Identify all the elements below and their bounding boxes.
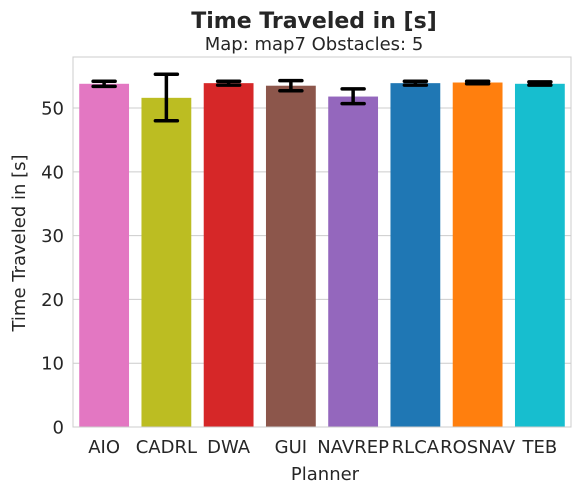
y-tick-label: 0: [53, 418, 64, 439]
x-tick-label: CADRL: [136, 437, 197, 458]
bar: [79, 83, 130, 428]
x-tick-label: AIO: [88, 437, 120, 458]
bar: [265, 85, 316, 427]
bar: [203, 83, 254, 427]
x-tick-label: GUI: [275, 437, 307, 458]
x-tick-label: DWA: [207, 437, 251, 458]
y-ticks: 0 10 20 30 40 50: [41, 99, 64, 439]
y-tick-label: 20: [41, 290, 64, 311]
bar: [328, 96, 379, 427]
x-tick-label: RLCA: [392, 437, 440, 458]
y-tick-label: 40: [41, 162, 64, 183]
chart-title: Time Traveled in [s]: [191, 9, 437, 34]
bar: [141, 97, 192, 428]
error-bars: [91, 72, 553, 123]
x-tick-label: NAVREP: [317, 437, 389, 458]
bar: [452, 82, 503, 427]
x-tick-label: ROSNAV: [440, 437, 516, 458]
x-axis-label: Planner: [291, 464, 360, 485]
bar: [390, 83, 441, 427]
y-tick-label: 10: [41, 354, 64, 375]
x-tick-label: TEB: [522, 437, 558, 458]
plot-frame: [72, 56, 572, 428]
y-tick-label: 50: [41, 99, 64, 120]
chart-subtitle: Map: map7 Obstacles: 5: [205, 34, 424, 55]
bars: [79, 82, 565, 428]
x-ticks: AIO CADRL DWA GUI NAVREP RLCA ROSNAV TEB: [88, 437, 557, 458]
bar: [514, 83, 565, 428]
y-tick-label: 30: [41, 226, 64, 247]
y-axis-label: Time Traveled in [s]: [9, 154, 30, 332]
